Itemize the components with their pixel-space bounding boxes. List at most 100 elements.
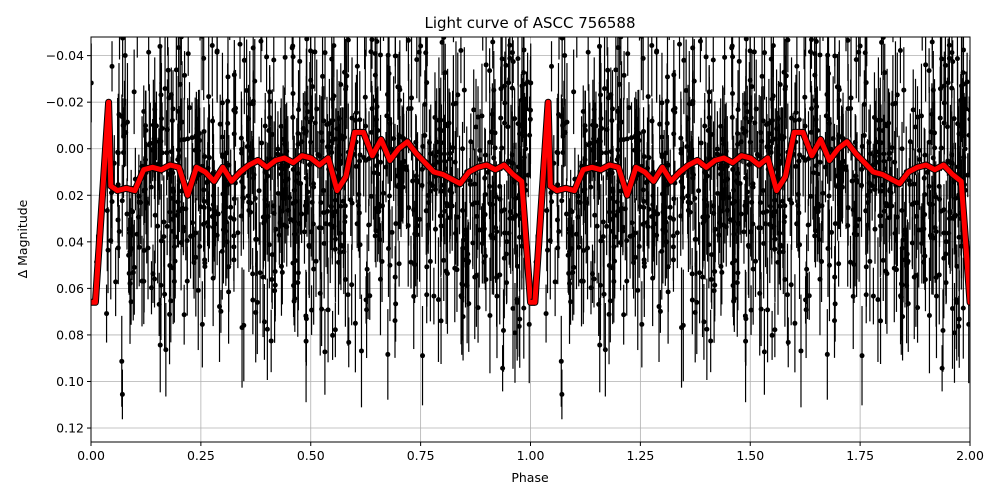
data-point — [290, 91, 296, 97]
data-point — [405, 37, 411, 43]
data-point — [777, 203, 783, 209]
data-point — [882, 166, 888, 172]
y-tick-label: −0.02 — [46, 95, 84, 110]
data-point — [555, 182, 561, 188]
data-point — [483, 62, 489, 68]
data-point — [941, 230, 947, 236]
data-point — [918, 113, 924, 119]
data-point — [502, 120, 508, 126]
data-point — [641, 128, 647, 134]
data-point — [892, 230, 898, 236]
data-point — [900, 237, 906, 243]
data-point — [777, 158, 783, 164]
data-point — [180, 228, 186, 234]
data-point — [766, 144, 772, 150]
data-point — [329, 224, 335, 230]
data-point — [654, 48, 660, 54]
data-point — [856, 216, 862, 222]
data-point — [184, 278, 190, 284]
data-point — [815, 209, 821, 215]
data-point — [877, 117, 883, 123]
data-point — [264, 326, 270, 332]
data-point — [337, 250, 343, 256]
data-point — [835, 173, 841, 179]
data-point — [201, 55, 207, 61]
data-point — [211, 208, 217, 214]
data-point — [455, 92, 461, 98]
data-point — [819, 203, 825, 209]
data-point — [555, 217, 561, 223]
data-point — [610, 186, 616, 192]
data-point — [845, 205, 851, 211]
data-point — [938, 208, 944, 214]
data-point — [838, 179, 844, 185]
data-point — [782, 277, 788, 283]
data-point — [780, 198, 786, 204]
data-point — [426, 140, 432, 146]
data-point — [706, 115, 712, 121]
data-point — [190, 232, 196, 238]
data-point — [567, 280, 573, 286]
data-point — [248, 200, 254, 206]
data-point — [238, 213, 244, 219]
data-point — [201, 128, 207, 134]
data-point — [379, 259, 385, 265]
data-point — [150, 147, 156, 153]
data-point — [517, 234, 523, 240]
data-point — [544, 208, 550, 214]
data-point — [119, 113, 125, 119]
data-point — [933, 274, 939, 280]
data-point — [374, 117, 380, 123]
data-point — [489, 111, 495, 117]
data-point — [164, 150, 170, 156]
data-point — [933, 229, 939, 235]
data-point — [219, 100, 225, 106]
data-point — [736, 58, 742, 64]
data-point — [161, 234, 167, 240]
data-point — [941, 83, 947, 89]
data-point — [499, 145, 505, 151]
data-point — [250, 45, 256, 51]
data-point — [447, 215, 453, 221]
data-point — [607, 216, 613, 222]
data-point — [490, 39, 496, 45]
data-point — [568, 207, 574, 213]
data-point — [482, 253, 488, 259]
data-point — [275, 146, 281, 152]
data-point — [168, 216, 174, 222]
data-point — [582, 157, 588, 163]
data-point — [183, 206, 189, 212]
data-point — [296, 220, 302, 226]
data-point — [946, 42, 952, 48]
data-point — [937, 196, 943, 202]
data-point — [290, 54, 296, 60]
data-point — [706, 89, 712, 95]
x-tick-label: 1.00 — [517, 448, 545, 463]
data-point — [664, 239, 670, 245]
data-point — [278, 123, 284, 129]
data-point — [911, 181, 917, 187]
data-point — [686, 101, 692, 107]
data-point — [254, 299, 260, 305]
x-tick-label: 0.50 — [297, 448, 325, 463]
data-point — [582, 123, 588, 129]
data-point — [389, 229, 395, 235]
data-point — [391, 136, 397, 142]
data-point — [905, 301, 911, 307]
data-point — [630, 232, 636, 238]
data-point — [276, 232, 282, 238]
data-point — [850, 293, 856, 299]
data-point — [422, 132, 428, 138]
data-point — [247, 154, 253, 160]
data-point — [239, 150, 245, 156]
y-tick-label: 0.00 — [56, 141, 84, 156]
data-point — [796, 210, 802, 216]
data-point — [853, 57, 859, 63]
data-point — [272, 282, 278, 288]
data-point — [930, 155, 936, 161]
data-point — [718, 123, 724, 129]
data-point — [769, 117, 775, 123]
y-tick-label: 0.08 — [56, 327, 84, 342]
data-point — [910, 107, 916, 113]
data-point — [793, 163, 799, 169]
